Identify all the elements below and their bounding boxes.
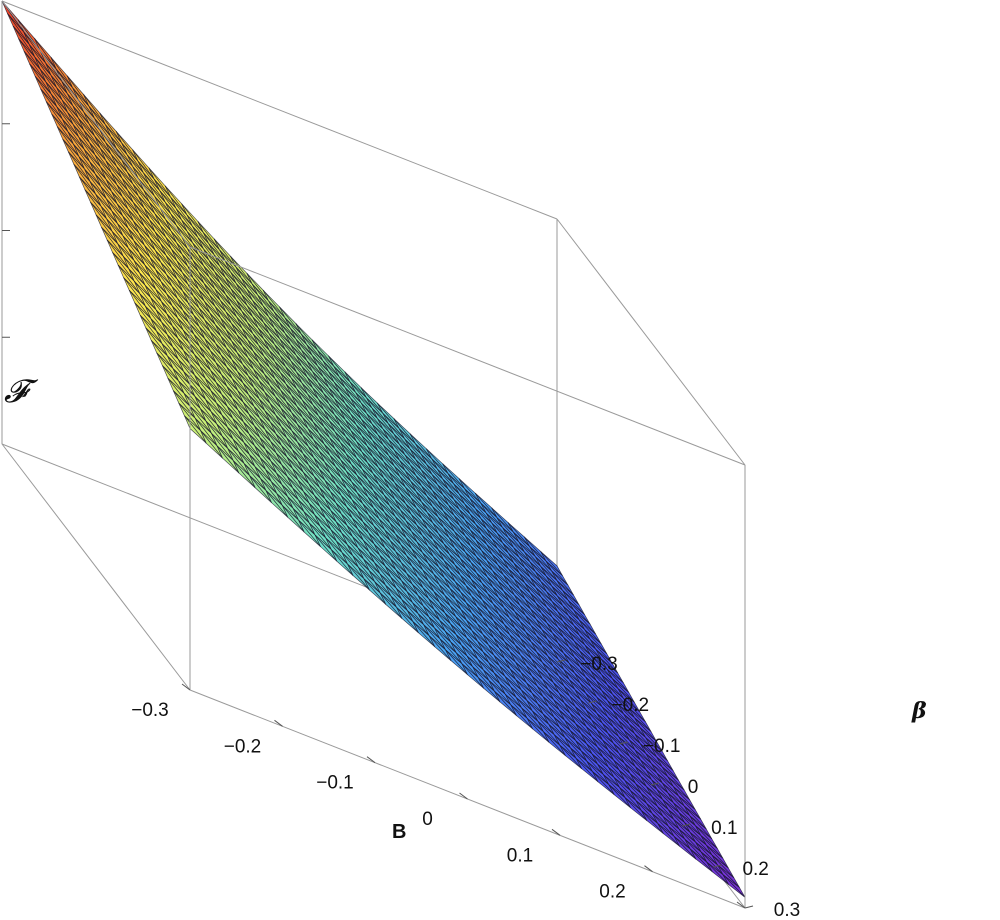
surface-facet	[673, 836, 697, 860]
surface-facet	[428, 635, 452, 662]
x-axis-label: B	[392, 821, 406, 843]
x-tick-label: −0.2	[224, 736, 262, 757]
y-tick-label: −0.3	[580, 654, 618, 675]
x-tick	[736, 901, 746, 909]
y-tick	[556, 659, 566, 663]
y-tick-label: 0	[688, 777, 699, 798]
surface-facet	[216, 445, 240, 474]
surface-facet	[510, 704, 534, 730]
surface-facet	[396, 607, 419, 634]
surface-facet	[282, 505, 305, 533]
surface-facet	[526, 718, 550, 743]
surface-facet	[461, 663, 485, 689]
box-edge	[189, 246, 746, 466]
surface-facet	[200, 430, 223, 459]
x-tick-label: 0.3	[692, 918, 718, 920]
surface-facet	[380, 592, 403, 619]
surface-facet	[347, 564, 370, 591]
axis-ticks: −0.3−0.2−0.100.10.20.3−0.3−0.2−0.100.10.…	[2, 123, 800, 920]
x-tick-label: −0.3	[131, 700, 169, 721]
y-tick	[744, 905, 754, 909]
y-axis-label: β	[911, 698, 927, 724]
box-edge	[556, 218, 746, 466]
surface-facet	[559, 745, 583, 770]
x-tick	[644, 865, 653, 873]
x-tick	[181, 683, 191, 691]
y-tick-label: 0.3	[774, 900, 800, 920]
x-tick	[274, 719, 283, 727]
surface-facet	[249, 475, 272, 503]
surface-mesh	[1, 0, 746, 898]
surface-facet	[363, 578, 387, 605]
y-tick	[713, 864, 722, 868]
surface-facet	[641, 810, 664, 834]
y-tick	[650, 782, 660, 786]
y-tick	[682, 823, 691, 827]
surface-facet	[592, 771, 615, 796]
surface-facet	[706, 861, 729, 885]
y-tick	[619, 741, 628, 745]
y-tick	[588, 700, 597, 704]
surface-facet	[494, 691, 517, 716]
surface-facet	[690, 849, 713, 873]
x-tick	[366, 756, 376, 764]
surface-facet	[722, 874, 746, 898]
x-tick-label: 0.1	[507, 845, 533, 866]
box-edge	[1, 0, 191, 248]
surface-facet	[608, 784, 631, 809]
x-tick-label: 0	[422, 809, 433, 830]
x-tick-label: −0.1	[316, 773, 354, 794]
y-tick-label: −0.1	[643, 736, 681, 757]
surface-facet	[445, 649, 468, 675]
y-tick-label: 0.1	[711, 818, 737, 839]
box-edge	[1, 443, 191, 691]
x-tick-label: 0.2	[599, 882, 625, 903]
surface-facet	[624, 797, 648, 822]
surface-facet	[331, 549, 354, 576]
surface-facet	[477, 677, 501, 703]
box-edge	[1, 0, 558, 220]
y-tick-label: −0.2	[612, 695, 650, 716]
z-axis-label: 𝓕	[4, 372, 39, 410]
x-tick	[551, 828, 561, 836]
x-tick	[459, 792, 468, 800]
surface-facet	[575, 758, 599, 783]
y-tick-label: 0.2	[742, 859, 768, 880]
